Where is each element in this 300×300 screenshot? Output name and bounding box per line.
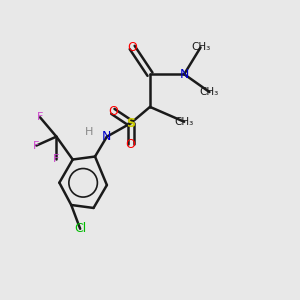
Text: O: O [108,105,118,118]
Text: H: H [85,127,93,137]
Text: O: O [126,138,136,151]
Text: N: N [179,68,189,81]
Text: CH₃: CH₃ [175,117,194,127]
Text: S: S [126,117,135,130]
Text: F: F [53,154,60,164]
Text: N: N [102,130,112,143]
Text: Cl: Cl [74,222,86,235]
Text: F: F [37,112,43,122]
Text: CH₃: CH₃ [191,43,210,52]
Text: O: O [127,41,137,54]
Text: CH₃: CH₃ [200,87,219,97]
Text: F: F [33,140,40,151]
